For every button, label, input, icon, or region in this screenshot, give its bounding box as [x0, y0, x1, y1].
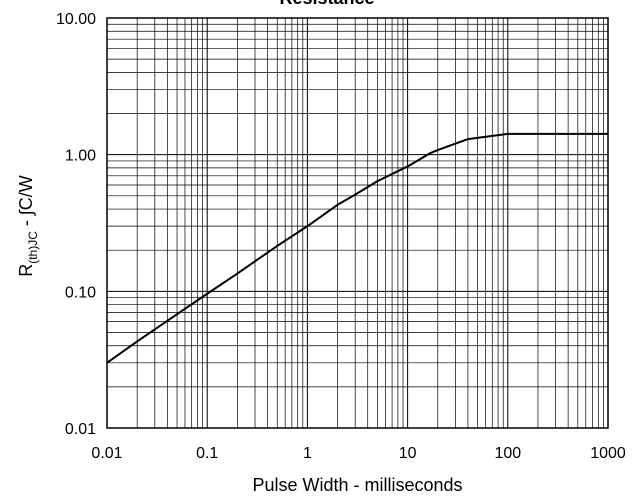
- x-tick-label: 1000: [590, 445, 626, 462]
- chart-title: Resistance: [279, 0, 374, 8]
- series-line-0: [106, 132, 608, 364]
- plot-frame: [106, 17, 609, 429]
- x-tick-label: 100: [494, 445, 521, 462]
- y-tick-label: 0.01: [65, 421, 96, 438]
- y-tick-label: 1.00: [65, 148, 96, 165]
- y-tick-label: 0.10: [65, 284, 96, 301]
- y-axis-label-rest: - ∫C/W: [16, 175, 36, 231]
- x-tick-label: 1: [303, 445, 312, 462]
- grid: [106, 18, 608, 429]
- y-tick-labels: 0.01 0.10 1.00 10.00: [56, 11, 96, 438]
- y-axis-label-main: R: [16, 264, 36, 277]
- x-tick-label: 0.01: [91, 445, 122, 462]
- x-tick-label: 10: [399, 445, 417, 462]
- x-axis-label: Pulse Width - milliseconds: [252, 475, 462, 495]
- y-axis-label: R(th)JC - ∫C/W: [16, 175, 40, 277]
- x-tick-label: 0.1: [196, 445, 218, 462]
- series-layer: [106, 132, 608, 364]
- y-axis-label-subscript: (th)JC: [26, 231, 40, 264]
- y-tick-label: 10.00: [56, 11, 96, 28]
- x-tick-labels: 0.01 0.1 1 10 100 1000: [91, 445, 625, 462]
